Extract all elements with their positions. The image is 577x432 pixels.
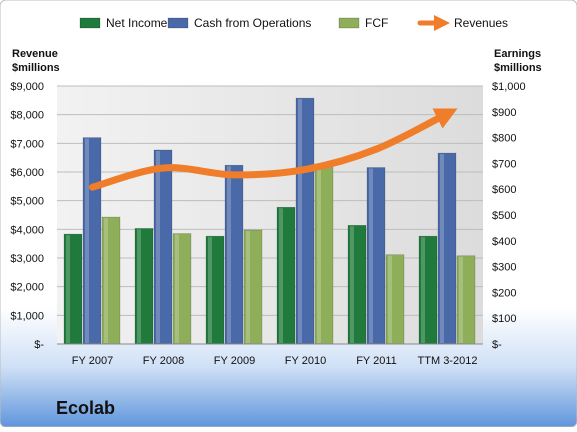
left-axis-labels: $- $1,000 $2,000 $3,000 $4,000 $5,000 $6,000 $7…: [10, 81, 44, 351]
legend-label-fcf: FCF: [365, 16, 388, 30]
right-tick-label: $900: [492, 107, 516, 119]
legend-label-net-income: Net Income: [106, 16, 168, 30]
x-tick-label: FY 2007: [72, 355, 113, 367]
right-tick-label: $200: [492, 287, 516, 299]
left-tick-label: $3,000: [10, 253, 44, 265]
bar-highlight: [298, 99, 302, 343]
legend: Net Income Cash from Operations FCF Revenue…: [79, 14, 508, 32]
revenues-line: [89, 108, 458, 191]
right-tick-label: $600: [492, 184, 516, 196]
bar-highlight: [137, 229, 141, 343]
left-axis-title-line1: Revenue: [12, 48, 58, 60]
left-tick-label: $5,000: [10, 196, 44, 208]
right-tick-label: $500: [492, 210, 516, 222]
right-axis-title-line1: Earnings: [494, 48, 541, 60]
bar-highlight: [175, 234, 179, 343]
gridlines: [57, 85, 483, 316]
company-label: Ecolab: [56, 398, 115, 418]
bar-highlight: [388, 255, 392, 343]
bar-highlight: [459, 256, 463, 343]
left-tick-label: $8,000: [10, 110, 44, 122]
x-tick-label: FY 2008: [143, 355, 184, 367]
left-tick-label: $1,000: [10, 310, 44, 322]
x-axis-labels: FY 2007 FY 2008 FY 2009 FY 2010 FY 2011 TTM 3…: [72, 355, 478, 367]
left-tick-label: $6,000: [10, 167, 44, 179]
right-tick-label: $100: [492, 313, 516, 325]
x-tick-label: FY 2010: [285, 355, 326, 367]
left-tick-label: $9,000: [10, 81, 44, 93]
bar-highlight: [208, 237, 212, 343]
legend-label-cash-from-operations: Cash from Operations: [194, 16, 311, 30]
legend-swatch-cash-from-operations: [167, 17, 189, 29]
bar-highlight: [350, 226, 354, 343]
bar-highlight: [440, 154, 444, 343]
right-tick-label: $1,000: [492, 81, 526, 93]
left-tick-label: $7,000: [10, 138, 44, 150]
bar-highlight: [85, 138, 89, 343]
legend-label-revenues: Revenues: [454, 16, 508, 30]
right-tick-label: $300: [492, 262, 516, 274]
bar-highlight: [317, 167, 321, 343]
right-axis-labels: $- $100 $200 $300 $400 $500 $600 $700 $800 $900 $1…: [492, 81, 526, 351]
bar-highlight: [369, 168, 373, 343]
left-axis-title-line2: $millions: [12, 62, 60, 74]
right-tick-label: $-: [492, 339, 502, 351]
bar-series: [63, 97, 476, 345]
bar-highlight: [421, 237, 425, 343]
bar-highlight: [246, 230, 250, 343]
right-axis-title-line2: $millions: [494, 62, 542, 74]
x-tick-label: TTM 3-2012: [418, 355, 478, 367]
left-tick-label: $2,000: [10, 282, 44, 294]
right-tick-label: $800: [492, 133, 516, 145]
left-tick-label: $-: [34, 339, 44, 351]
bar-highlight: [104, 218, 108, 343]
legend-swatch-net-income: [79, 17, 101, 29]
legend-swatch-fcf: [338, 17, 360, 29]
bar-highlight: [66, 235, 70, 343]
x-tick-label: FY 2011: [356, 355, 397, 367]
left-tick-label: $4,000: [10, 224, 44, 236]
bar-highlight: [227, 166, 231, 343]
right-tick-label: $400: [492, 236, 516, 248]
x-tick-label: FY 2009: [214, 355, 255, 367]
right-tick-label: $700: [492, 158, 516, 170]
bar-highlight: [156, 150, 160, 343]
bar-highlight: [279, 208, 283, 343]
